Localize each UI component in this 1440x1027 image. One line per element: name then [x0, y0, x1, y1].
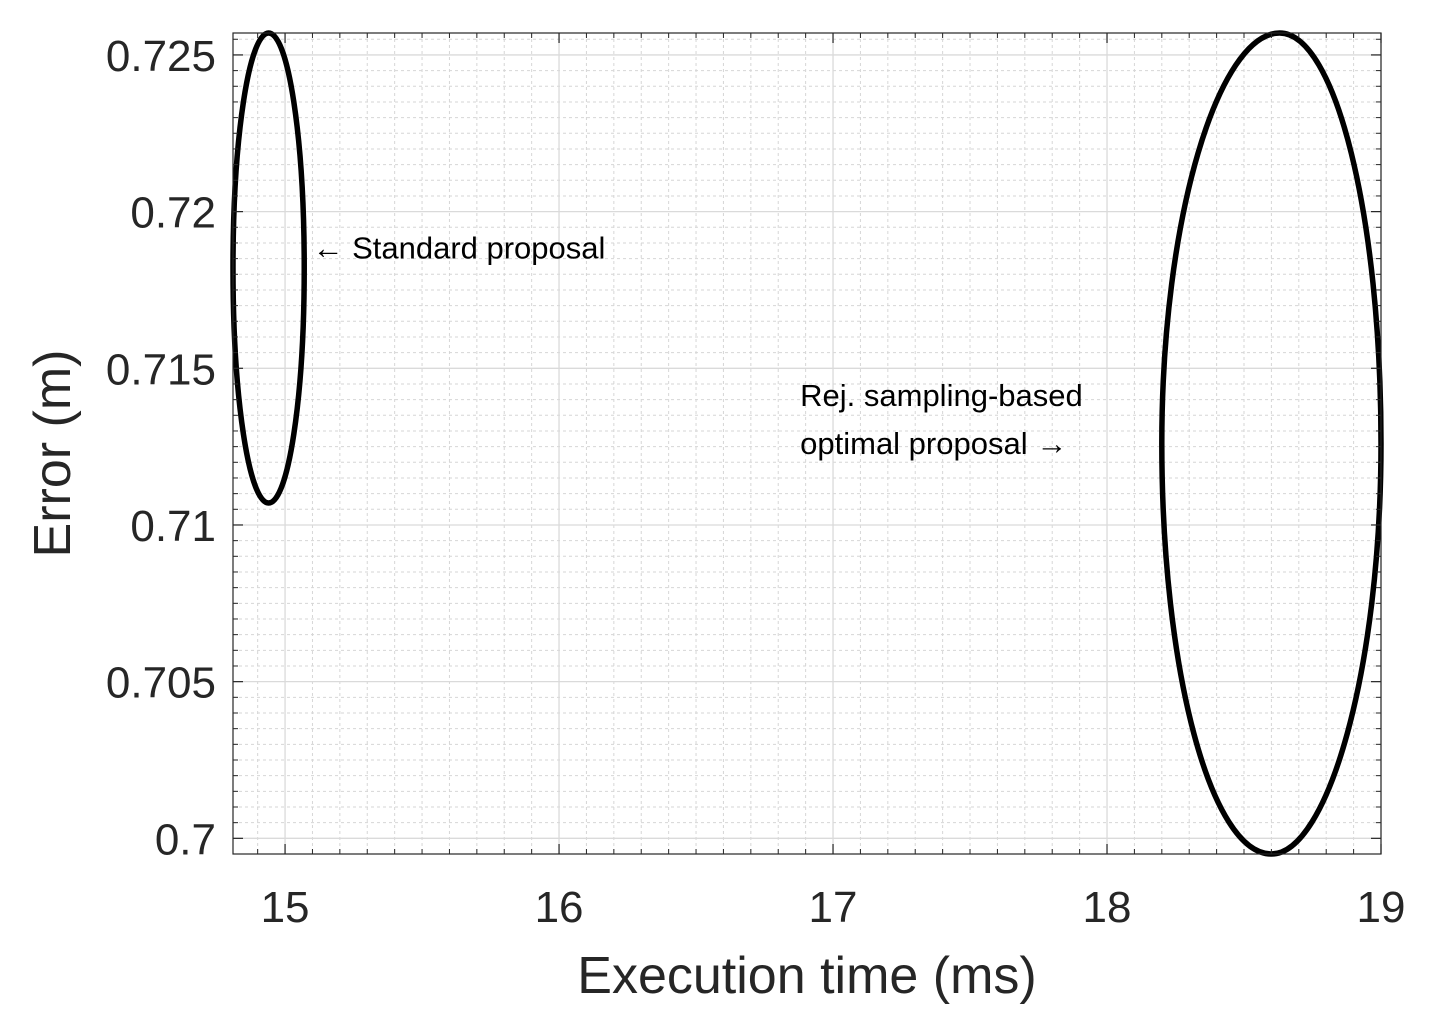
y-tick-label: 0.705	[106, 659, 216, 708]
annotation-2-line-1: Rej. sampling-based	[800, 378, 1083, 413]
y-tick-label: 0.72	[130, 189, 216, 238]
annotation-layer: ← Standard proposal Rej. sampling-based op…	[312, 231, 1082, 461]
y-tick-label: 0.7	[155, 815, 216, 864]
annotation-1-line-1: ← Standard proposal	[312, 231, 605, 266]
tick-layer: 15 16 17 18 19 0.7 0.705 0.71 0.715 0.72 0.725	[106, 32, 1406, 932]
y-tick-label: 0.715	[106, 345, 216, 394]
grid-layer	[233, 33, 1382, 855]
y-tick-label: 0.725	[106, 32, 216, 81]
x-tick-label: 17	[809, 883, 858, 932]
x-axis-label: Execution time (ms)	[577, 947, 1036, 1005]
x-tick-label: 16	[535, 883, 584, 932]
x-tick-label: 15	[261, 883, 310, 932]
y-tick-label: 0.71	[130, 502, 216, 551]
annotation-2-line-2: optimal proposal →	[800, 426, 1067, 461]
ellipse-1	[230, 30, 307, 506]
x-tick-label: 18	[1083, 883, 1132, 932]
y-axis-label: Error (m)	[24, 350, 82, 558]
plot-frame	[232, 32, 1382, 855]
x-tick-label: 19	[1357, 883, 1406, 932]
